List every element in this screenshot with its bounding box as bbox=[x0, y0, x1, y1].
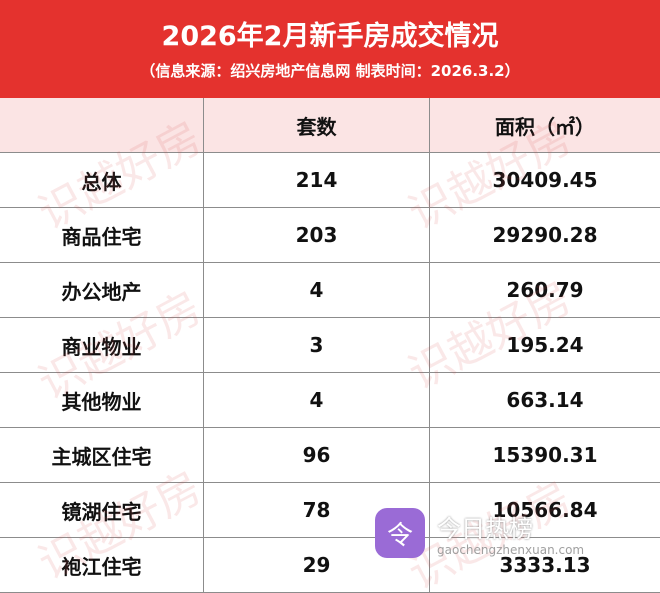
table-row: 总体 214 30409.45 bbox=[0, 153, 660, 208]
title: 2026年2月新手房成交情况 bbox=[161, 21, 499, 52]
table-cell: 总体 bbox=[0, 153, 204, 207]
table-cell: 29 bbox=[204, 538, 430, 592]
table-cell: 29290.28 bbox=[492, 223, 598, 247]
table-row: 商业物业 3 195.24 bbox=[0, 318, 660, 373]
table-cell: 10566.84 bbox=[492, 498, 598, 522]
table-row: 其他物业 4 663.14 bbox=[0, 373, 660, 428]
logo-icon: 令 bbox=[375, 508, 425, 558]
table-cell: 办公地产 bbox=[0, 263, 204, 317]
header-row: 套数 面积（㎡） bbox=[0, 98, 660, 153]
table-row: 办公地产 4 260.79 bbox=[0, 263, 660, 318]
table-cell: 260.79 bbox=[506, 278, 584, 302]
table-cell: 袍江住宅 bbox=[0, 538, 204, 592]
table-cell: 203 bbox=[204, 208, 430, 262]
header-cell: 面积（㎡） bbox=[495, 114, 595, 139]
table: 套数 面积（㎡） 总体 214 30409.45 商品住宅 203 29290.28 办公地产 4… bbox=[0, 98, 660, 593]
subtitle: （信息来源：绍兴房地产信息网 制表时间：2026.3.2） bbox=[140, 62, 520, 80]
table-cell: 15390.31 bbox=[492, 443, 598, 467]
table-cell: 214 bbox=[204, 153, 430, 207]
logo-name: 今日热榜 bbox=[437, 515, 533, 543]
table-cell: 商品住宅 bbox=[0, 208, 204, 262]
table-cell: 195.24 bbox=[506, 333, 584, 357]
table-cell: 3 bbox=[204, 318, 430, 372]
table-cell: 4 bbox=[204, 373, 430, 427]
table-cell: 主城区住宅 bbox=[0, 428, 204, 482]
table-row: 袍江住宅 29 3333.13 bbox=[0, 538, 660, 593]
header-cell bbox=[0, 98, 204, 152]
table-cell: 663.14 bbox=[506, 388, 584, 412]
table-row: 镜湖住宅 78 10566.84 bbox=[0, 483, 660, 538]
table-cell: 商业物业 bbox=[0, 318, 204, 372]
table-cell: 30409.45 bbox=[492, 168, 598, 192]
table-cell: 其他物业 bbox=[0, 373, 204, 427]
header-cell: 套数 bbox=[204, 98, 430, 152]
logo-url: gaochengzhenxuan.com bbox=[437, 543, 585, 557]
table-cell: 96 bbox=[204, 428, 430, 482]
header: 2026年2月新手房成交情况 （信息来源：绍兴房地产信息网 制表时间：2026.… bbox=[0, 0, 660, 98]
table-cell: 镜湖住宅 bbox=[0, 483, 204, 537]
table-row: 主城区住宅 96 15390.31 bbox=[0, 428, 660, 483]
table-cell: 3333.13 bbox=[499, 553, 591, 577]
table-cell: 4 bbox=[204, 263, 430, 317]
logo: 令 今日热榜 gaochengzhenxuan.com bbox=[375, 505, 615, 565]
table-row: 商品住宅 203 29290.28 bbox=[0, 208, 660, 263]
table-cell: 78 bbox=[204, 483, 430, 537]
